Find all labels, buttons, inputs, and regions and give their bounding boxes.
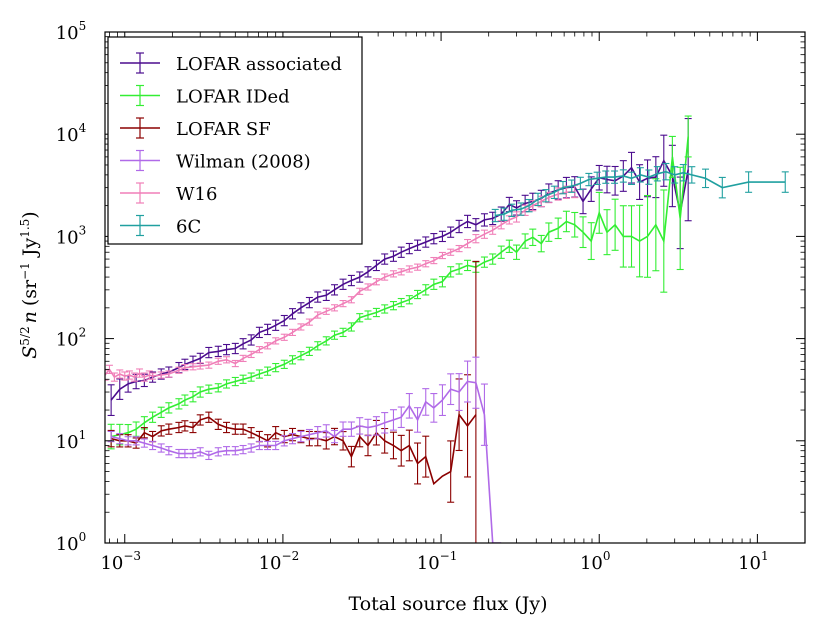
x-axis-label: Total source flux (Jy) [349, 593, 548, 615]
series-line [105, 190, 575, 379]
series-line [495, 170, 786, 217]
y-label-units-sup1: −1 [18, 262, 32, 280]
y-label-units-post: ) [19, 211, 41, 218]
y-axis-label: S5/2 n (sr−1 Jy1.5) [18, 211, 41, 358]
legend-label: W16 [176, 184, 217, 205]
legend-label: 6C [176, 217, 201, 238]
y-tick-label: 103 [56, 223, 87, 248]
y-label-s: S [19, 346, 41, 359]
x-tick-label: 10−1 [417, 549, 458, 574]
legend-label: LOFAR IDed [176, 87, 290, 108]
legend-entry: LOFAR SF [120, 117, 271, 140]
series-6c [491, 162, 789, 223]
y-tick-label: 101 [56, 428, 87, 453]
series-layer [105, 115, 789, 543]
x-tick-label: 10−2 [259, 549, 300, 574]
series-lofar-ided [107, 115, 692, 450]
legend: LOFAR associated LOFAR IDed LOFAR SF Wilman… [107, 36, 363, 245]
y-label-exp: 5/2 [18, 326, 32, 345]
legend-label: Wilman (2008) [176, 152, 311, 173]
y-label-units-pre: (sr [19, 279, 41, 306]
x-tick-label: 101 [738, 549, 769, 574]
x-tick-label: 100 [580, 549, 611, 574]
legend-box [107, 36, 363, 245]
legend-entry: Wilman (2008) [120, 149, 311, 173]
y-tick-label: 102 [56, 326, 87, 351]
y-label-units-sup2: 1.5 [18, 219, 32, 238]
legend-entry: 6C [120, 214, 201, 238]
legend-entry: LOFAR IDed [120, 84, 290, 108]
x-tick-label: 10−3 [100, 549, 141, 574]
series-w16 [105, 184, 579, 382]
series-wilman-2008- [107, 356, 502, 543]
legend-label: LOFAR associated [176, 54, 342, 75]
plot-frame [104, 31, 806, 544]
y-label-n: n [19, 311, 41, 323]
legend-entry: W16 [120, 182, 217, 205]
legend-label: LOFAR SF [176, 119, 271, 140]
y-tick-label: 104 [56, 121, 87, 146]
legend-entry: LOFAR associated [120, 52, 342, 75]
y-tick-label: 100 [56, 530, 87, 555]
y-tick-label: 105 [56, 19, 87, 44]
series-line [110, 380, 502, 543]
y-label-units-mid: Jy [19, 238, 41, 263]
